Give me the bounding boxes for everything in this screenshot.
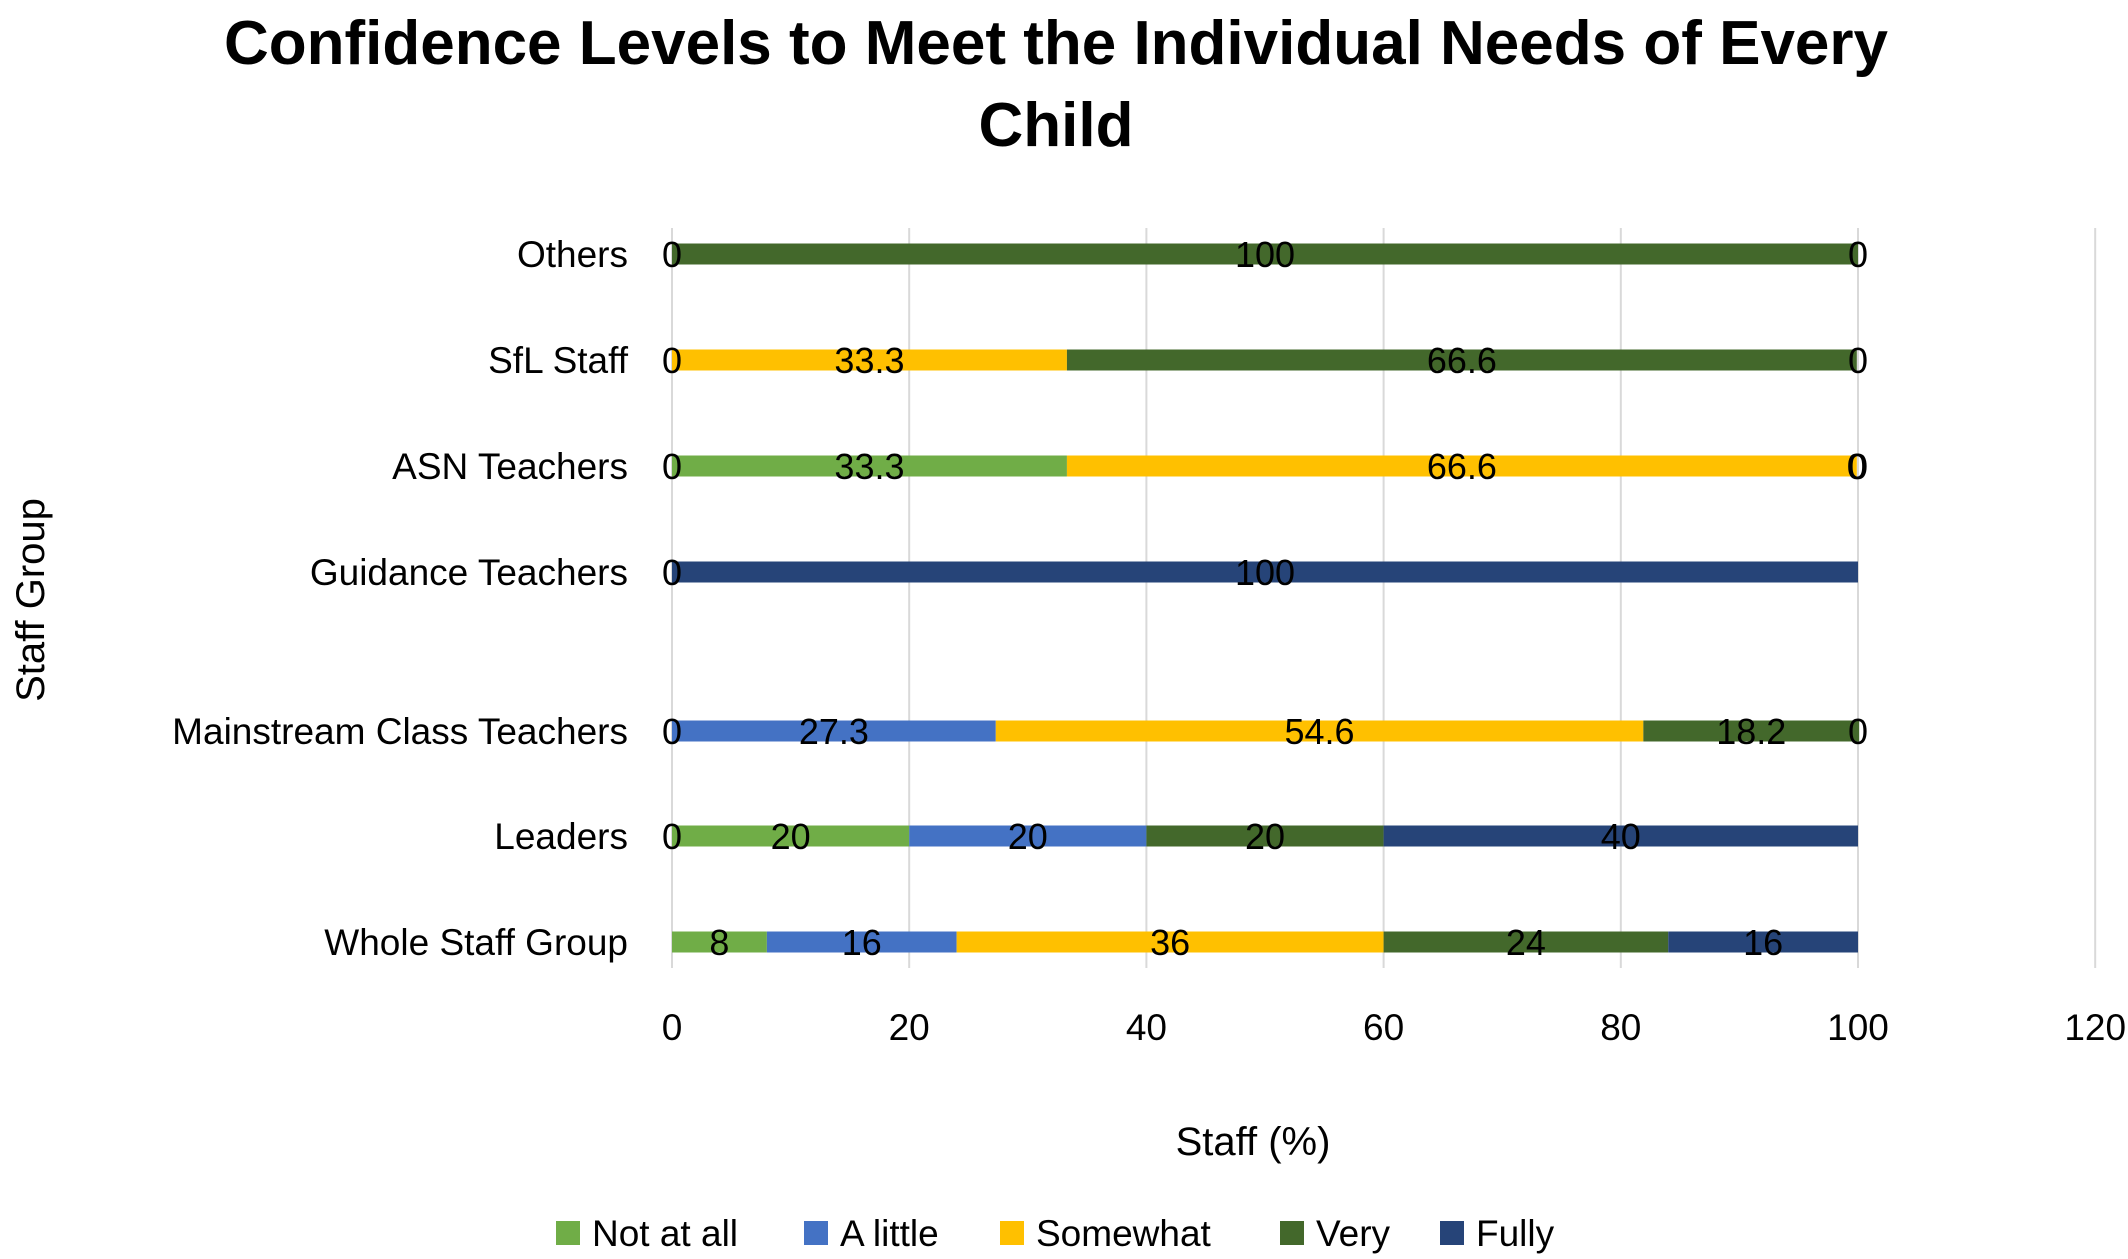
legend-item-very: Very: [1280, 1213, 1391, 1254]
bar-somewhat-2: [1066, 455, 1857, 477]
data-label: 18.2: [1716, 711, 1786, 752]
legend-swatch: [1000, 1221, 1024, 1245]
bar-very-0: [672, 243, 1858, 265]
legend-item-fully: Fully: [1440, 1213, 1555, 1254]
legend-label: A little: [840, 1213, 939, 1254]
legend-label: Somewhat: [1036, 1213, 1212, 1254]
x-tick-label: 0: [662, 1007, 683, 1048]
legend-swatch: [1440, 1221, 1464, 1245]
x-tick-label: 100: [1827, 1007, 1889, 1048]
bar-fully-6: [1668, 931, 1858, 953]
bar-not-at-all-5: [672, 825, 910, 847]
bar-a-little-5: [909, 825, 1147, 847]
data-label: 27.3: [799, 711, 869, 752]
legend-item-a-little: A little: [804, 1213, 939, 1254]
chart-title-line-1: Confidence Levels to Meet the Individual…: [224, 9, 1889, 78]
data-label-end: 0: [662, 552, 682, 593]
x-tick-label: 40: [1126, 1007, 1167, 1048]
data-label: 66.6: [1427, 446, 1497, 487]
data-label: 66.6: [1427, 340, 1497, 381]
data-label: 36: [1150, 922, 1190, 963]
x-tick-label: 120: [2064, 1007, 2126, 1048]
category-labels: Others SfL Staff ASN Teachers Guidance Teac…: [172, 234, 629, 963]
bar-not-at-all-6: [672, 931, 767, 953]
bar-not-at-all-2: [672, 455, 1067, 477]
x-tick-labels: 0 20 40 60 80 100 120: [662, 1007, 2126, 1048]
bar-very-1: [1066, 349, 1857, 371]
data-label: 40: [1601, 816, 1641, 857]
data-label-end: 0: [1848, 340, 1868, 381]
data-label: 33.3: [834, 340, 904, 381]
bar-very-4: [1643, 720, 1860, 742]
data-label-end: 0: [1848, 234, 1868, 275]
bar-a-little-6: [766, 931, 957, 953]
legend-label: Not at all: [592, 1213, 738, 1254]
category-label: Guidance Teachers: [310, 552, 628, 593]
x-tick-label: 20: [889, 1007, 930, 1048]
category-label: Whole Staff Group: [324, 922, 628, 963]
data-label: 16: [1743, 922, 1783, 963]
category-label: Others: [517, 234, 628, 275]
bar-very-5: [1146, 825, 1384, 847]
data-label-end: 0: [1848, 446, 1868, 487]
data-label: 20: [1008, 816, 1048, 857]
bar-a-little-4: [672, 720, 996, 742]
data-label-end: 0: [662, 446, 682, 487]
data-label: 16: [842, 922, 882, 963]
data-label: 33.3: [834, 446, 904, 487]
data-label-end: 0: [662, 234, 682, 275]
data-label-end: 0: [662, 340, 682, 381]
chart-title-line-2: Child: [979, 91, 1134, 160]
category-label: SfL Staff: [488, 340, 629, 381]
data-label: 54.6: [1285, 711, 1355, 752]
category-label: ASN Teachers: [392, 446, 628, 487]
legend-label: Very: [1316, 1213, 1391, 1254]
category-label: Leaders: [494, 816, 628, 857]
legend-label: Fully: [1476, 1213, 1555, 1254]
x-tick-label: 80: [1600, 1007, 1641, 1048]
legend-swatch: [804, 1221, 828, 1245]
x-tick-label: 60: [1363, 1007, 1404, 1048]
data-label: 20: [1245, 816, 1285, 857]
bar-fully-5: [1383, 825, 1858, 847]
data-label: 20: [771, 816, 811, 857]
legend-item-somewhat: Somewhat: [1000, 1213, 1212, 1254]
legend-item-not-at-all: Not at all: [556, 1213, 738, 1254]
bar-somewhat-4: [995, 720, 1644, 742]
data-label: 24: [1506, 922, 1546, 963]
data-label: 100: [1235, 552, 1295, 593]
legend-swatch: [1280, 1221, 1304, 1245]
data-label-end: 0: [1848, 711, 1868, 752]
gridlines: [671, 228, 2097, 968]
x-axis-title: Staff (%): [1176, 1120, 1331, 1164]
bar-fully-3: [672, 561, 1858, 583]
data-label: 8: [709, 922, 729, 963]
category-label: Mainstream Class Teachers: [172, 711, 628, 752]
legend-swatch: [556, 1221, 580, 1245]
data-labels: 100 0 0 33.3 66.6 0 0 33.3 66.6 0 0 0 100 0 27.3 54.6 18…: [662, 234, 1868, 963]
bar-somewhat-1: [672, 349, 1067, 371]
data-label-end: 0: [662, 816, 682, 857]
bars: [672, 243, 1860, 953]
bar-somewhat-6: [956, 931, 1384, 953]
bar-very-6: [1383, 931, 1669, 953]
data-label-end: 0: [662, 711, 682, 752]
data-label: 100: [1235, 234, 1295, 275]
legend: Not at all A little Somewhat Very Fully: [556, 1213, 1555, 1254]
y-axis-title: Staff Group: [9, 498, 53, 702]
data-label: 0: [1847, 446, 1867, 487]
